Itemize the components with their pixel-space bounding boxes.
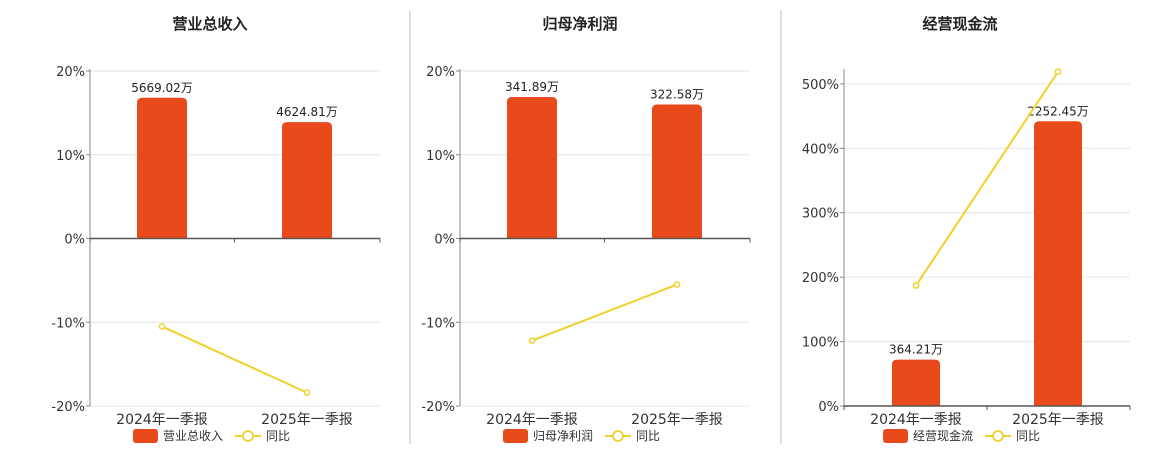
bar	[507, 96, 557, 239]
legend-swatch-bar	[503, 429, 528, 443]
chart-title: 经营现金流	[922, 15, 997, 33]
series-line-yoy	[531, 283, 678, 342]
line-point	[673, 281, 681, 288]
bar	[652, 104, 702, 239]
bar	[892, 359, 940, 406]
y-tick-label: 20%	[426, 65, 455, 80]
bar-value-label: 364.21万	[889, 343, 943, 357]
chart-panel-1: 营业总收入 20% 10% 0% -10% -20% 5669.02万 4624.81万 202…	[51, 15, 381, 443]
y-tick-label: 0%	[818, 400, 839, 415]
x-tick-label: 2025年一季报	[1012, 412, 1104, 428]
legend-label-line: 同比	[636, 429, 660, 443]
line-point	[912, 282, 920, 289]
y-tick-label: 0%	[64, 233, 85, 248]
bar	[1034, 121, 1082, 406]
bar-value-label: 2252.45万	[1027, 104, 1089, 118]
bar	[137, 97, 187, 239]
y-tick-label: 200%	[802, 271, 839, 286]
y-tick-label: 400%	[802, 142, 839, 157]
y-tick-label: -10%	[51, 316, 85, 331]
y-tick-label: 10%	[426, 149, 455, 164]
bar	[282, 122, 332, 239]
bar-value-label: 4624.81万	[276, 105, 338, 119]
legend-label-line: 同比	[1016, 429, 1040, 443]
legend-swatch-bar	[883, 429, 908, 443]
y-tick-label: -20%	[421, 400, 455, 415]
y-tick-label: 0%	[434, 233, 455, 248]
legend-swatch-point	[992, 430, 1004, 442]
y-tick-label: 300%	[802, 207, 839, 222]
y-tick-label: 10%	[56, 149, 85, 164]
x-tick-label: 2025年一季报	[261, 412, 353, 428]
y-tick-label: 500%	[802, 78, 839, 93]
chart-title: 营业总收入	[172, 15, 247, 33]
chart-panel-2: 归母净利润 20% 10% 0% -10% -20% 341.89万 322.58万 2024年…	[421, 15, 751, 443]
chart-panel-3: 经营现金流 500% 400% 300% 200% 100% 0% 364.21万 2252.4…	[802, 15, 1131, 443]
legend-swatch-point	[242, 430, 254, 442]
x-tick-label: 2025年一季报	[631, 412, 723, 428]
line-point	[303, 389, 311, 396]
line-point	[1054, 68, 1062, 75]
x-tick-label: 2024年一季报	[116, 412, 208, 428]
bar-value-label: 322.58万	[650, 88, 704, 102]
x-tick-label: 2024年一季报	[870, 412, 962, 428]
legend-label-line: 同比	[266, 429, 290, 443]
legend-swatch-bar	[133, 429, 158, 443]
legend-label-bar: 营业总收入	[163, 429, 223, 443]
y-tick-label: -10%	[421, 316, 455, 331]
legend-label-bar: 归母净利润	[533, 429, 593, 443]
legend-label-bar: 经营现金流	[913, 428, 973, 443]
line-point	[528, 337, 536, 345]
bar-value-label: 341.89万	[505, 80, 559, 94]
series-line-yoy	[915, 71, 1059, 287]
legend-swatch-point	[612, 430, 624, 442]
y-tick-label: 20%	[56, 65, 85, 80]
x-tick-label: 2024年一季报	[486, 412, 578, 428]
y-tick-label: 100%	[802, 336, 839, 351]
series-line-yoy	[161, 325, 308, 394]
bar-value-label: 5669.02万	[131, 81, 193, 95]
chart-title: 归母净利润	[542, 15, 617, 33]
line-point	[158, 323, 166, 330]
y-tick-label: -20%	[51, 400, 85, 415]
